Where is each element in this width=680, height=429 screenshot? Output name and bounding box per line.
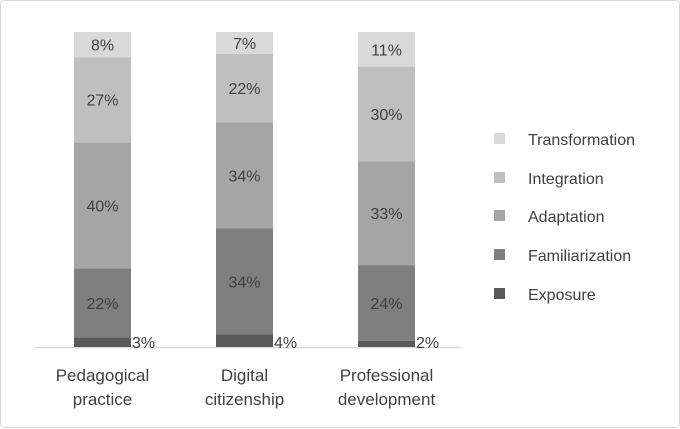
category-label: Professional [340,366,434,385]
bar-segment-exposure [74,337,131,347]
data-label: 3% [132,335,155,352]
bar-segment-transformation [358,32,415,67]
bar-segment-transformation [74,32,131,58]
legend-label: Familiarization [528,248,631,265]
category-label: Pedagogical [56,366,150,385]
data-label: 27% [86,93,118,110]
legend-swatch [494,172,505,183]
data-label: 7% [233,36,256,53]
data-label: 30% [370,107,402,124]
legend-swatch [494,133,505,144]
bar-segment-exposure [358,340,415,347]
data-label: 22% [86,296,118,313]
category-label: Digital [221,366,268,385]
data-label: 40% [86,198,118,215]
legend-label: Transformation [528,132,635,149]
data-label: 34% [228,168,260,185]
bar-segment-exposure [216,334,273,347]
category-label: development [338,390,436,409]
data-label: 33% [370,206,402,223]
data-label: 11% [371,42,402,59]
bar-segment-familiarization [358,265,415,341]
bar-segment-familiarization [74,268,131,338]
category-label: citizenship [205,390,284,409]
data-label: 22% [228,81,260,98]
bar-segment-integration [358,66,415,162]
legend-swatch [494,288,505,299]
data-label: 24% [370,296,402,313]
data-label: 8% [91,38,114,55]
bar-segment-integration [216,53,273,123]
legend-label: Integration [528,171,604,188]
data-label: 4% [274,335,297,352]
bar-segment-adaptation [358,161,415,266]
legend-label: Adaptation [528,209,605,226]
bar-segment-adaptation [216,122,273,229]
bar-segment-integration [74,57,131,143]
data-label: 34% [228,275,260,292]
bar-segment-adaptation [74,142,131,269]
data-label: 2% [416,335,439,352]
legend-label: Exposure [528,287,596,304]
category-label: practice [73,390,133,409]
bar-segment-transformation [216,32,273,54]
legend-swatch [494,249,505,260]
legend-swatch [494,210,505,221]
bar-segment-familiarization [216,228,273,335]
